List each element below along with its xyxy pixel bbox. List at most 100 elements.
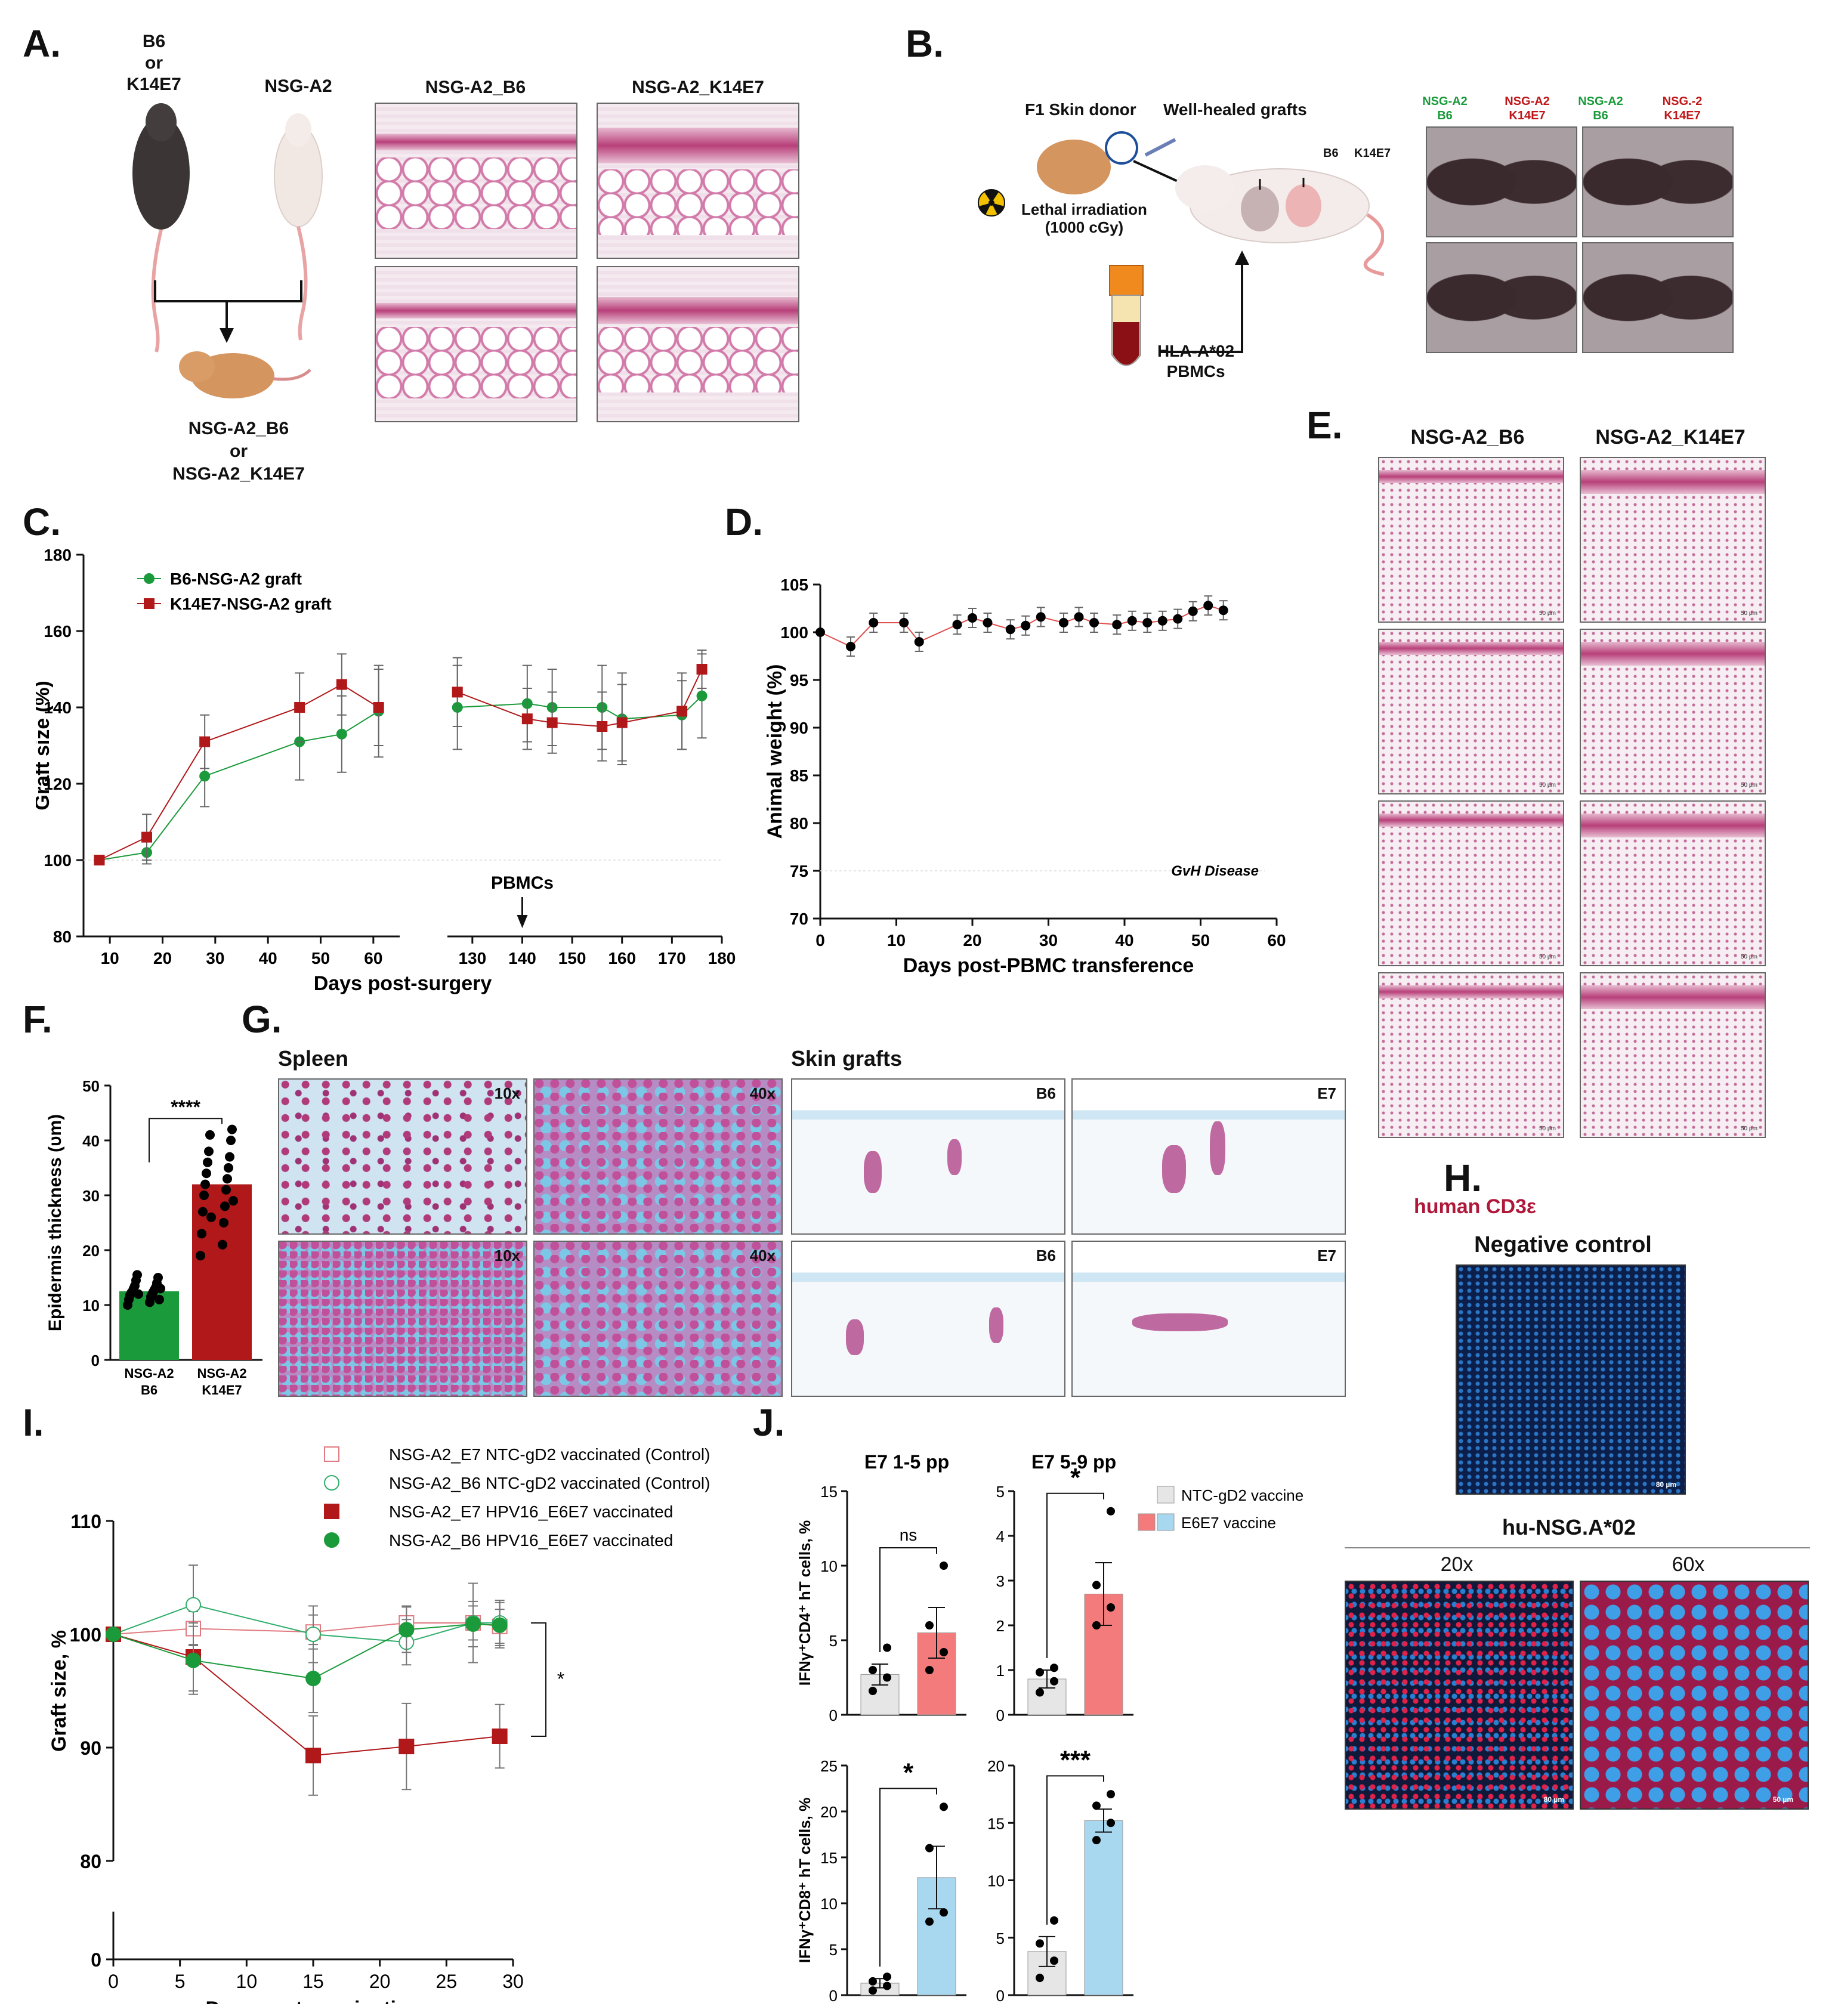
subplot-title: E7 1-5 pp [864,1451,949,1473]
data-point [1021,620,1031,630]
y-tick-label: 105 [780,576,808,594]
y-tick-label: 30 [82,1187,100,1205]
data-point [925,1917,934,1926]
legend-label: NSG-A2_E7 HPV16_E6E7 vaccinated [389,1502,673,1521]
scale-bar-label: 50 µm [1741,782,1757,789]
data-point [883,1981,891,1990]
legend-marker [324,1446,339,1462]
donor-label: F1 Skin donor [1025,100,1136,119]
x-tick-label: 40 [259,949,277,967]
x-tick-label: 50 [1191,931,1210,950]
data-point [227,1124,237,1134]
mag-60x-label: 60x [1672,1553,1705,1576]
data-point [1107,1819,1115,1828]
data-point [1107,1603,1115,1612]
data-point [336,728,347,740]
data-point [883,1972,891,1981]
x-tick-label: K14E7 [202,1383,242,1397]
histology-image [375,266,577,422]
scale-bar-label: 50 µm [1741,954,1757,960]
data-point [186,1652,201,1668]
histology-col1-label: NSG-A2_B6 [425,78,526,97]
data-point [925,1621,934,1630]
data-point [203,1157,212,1167]
legend-label: NSG-A2_B6 HPV16_E6E7 vaccinated [389,1531,673,1550]
significance-label: * [557,1668,564,1690]
significance-bracket [531,1622,546,1737]
radiation-icon [978,189,1005,217]
panel-label-f: F. [23,998,52,1041]
ihc-image: E7 [1071,1241,1346,1397]
y-tick-label: 95 [790,671,808,689]
histology-image: 50 µm [1378,800,1564,966]
data-point [205,1130,215,1140]
histology-col2-label: NSG-A2_K14E7 [632,78,764,97]
grafts-label: Well-healed grafts [1163,100,1307,119]
data-point [452,687,463,698]
photo-label-nsg-a2-b6: NSG-A2 B6 [1422,95,1468,122]
panel-g: Spleen Skin grafts 10x 40x B6 E7 10x 40x… [274,1038,1360,1408]
series-line [113,1634,500,1757]
subplot-3: 0 5 10 15 20 25 IFNγ⁺CD8⁺ hT cells, % * [796,1757,966,2004]
data-point [141,831,152,843]
epidermis-layer [1379,985,1563,998]
epidermis-layer [1581,470,1765,494]
data-point [186,1597,201,1613]
histology-e-col2-label: NSG-A2_K14E7 [1595,426,1746,449]
series-1: B6-NSG-A2 graft [94,570,708,865]
y-axis-label: Epidermis thickness (υm) [45,1114,65,1331]
y-tick-label: 0 [91,1949,101,1971]
data-point [228,1196,238,1206]
legend-marker [144,573,155,584]
x-tick-label: B6 [141,1383,157,1397]
x-tick-label: 15 [302,1971,324,1992]
data-point [492,1729,508,1744]
x-axis-label: Days post-PBMC transference [903,954,1194,977]
x-tick-label: 60 [1267,931,1286,950]
data-point [1127,616,1137,626]
epidermis-layer [1379,642,1563,655]
data-point [968,613,977,623]
x-tick-label: 0 [108,1971,119,1992]
subplot-4: 0 5 10 15 20 *** [987,1745,1133,2004]
data-point [196,1251,205,1261]
ihc-image: 40x [533,1078,783,1235]
data-point [940,1802,948,1811]
y-tick-label: 15 [820,1483,838,1501]
y-tick-label: 1 [996,1662,1005,1680]
epidermis-layer [1581,814,1765,837]
legend: NTC-gD2 vaccine E6E7 vaccine [1138,1486,1303,1532]
panel-label-b: B. [906,22,944,65]
data-point [336,679,347,690]
histology-image [375,103,577,259]
x-tick-label: 170 [658,949,686,967]
annotation-label: PBMCs [491,873,554,893]
x-tick-label: 0 [815,931,825,950]
annotation-label: GvH Disease [1171,863,1259,879]
data-point [1050,1663,1058,1672]
if-image-negative: 80 µm [1456,1264,1686,1495]
data-point [696,690,708,701]
negative-control-label: Negative control [1474,1232,1652,1257]
skin-grafts-label: Skin grafts [791,1046,903,1071]
x-tick-label: 140 [508,949,536,967]
breeding-diagram [132,103,323,398]
y-tick-label: 85 [790,766,808,785]
grafting-diagram [978,131,1384,366]
y-tick-label: 4 [996,1528,1005,1545]
data-point [1218,605,1228,616]
x-tick-label: 30 [502,1971,524,1992]
data-point [221,1185,231,1195]
white-mouse-icon [274,113,323,341]
series-line [99,710,379,861]
data-point [204,1146,214,1157]
black-mouse-icon [132,103,190,353]
y-tick-label: 20 [987,1757,1005,1775]
data-point [1092,1836,1101,1845]
data-point [492,1617,508,1633]
donor-mouse-icon [1037,131,1138,194]
data-point [305,1671,321,1687]
data-point [1173,614,1183,624]
legend-swatch [1157,1486,1175,1504]
data-point [1005,624,1015,635]
